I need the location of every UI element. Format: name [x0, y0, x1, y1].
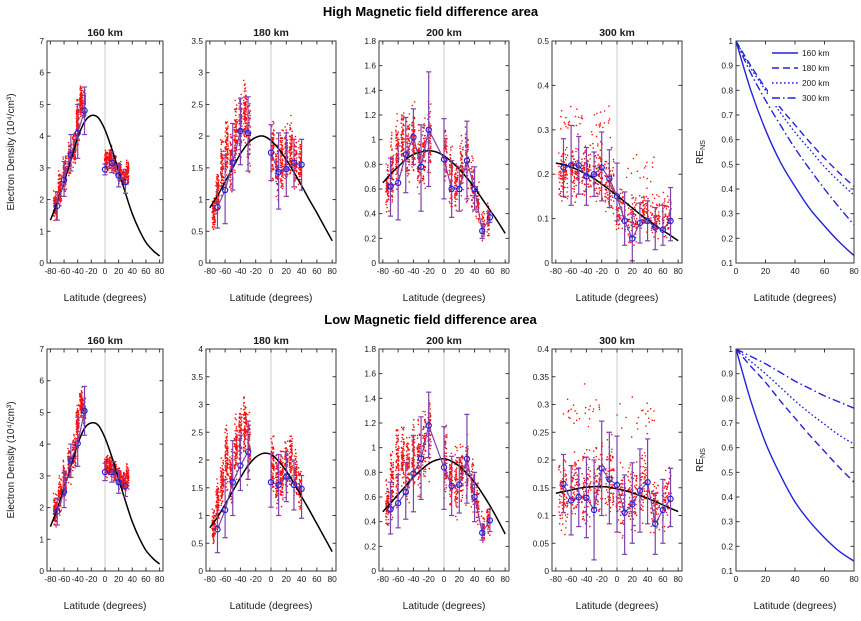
svg-text:3: 3	[198, 68, 203, 78]
svg-text:2.5: 2.5	[191, 99, 203, 109]
svg-text:1.6: 1.6	[364, 61, 376, 71]
figure-title-high: High Magnetic field difference area	[0, 0, 861, 25]
svg-text:60: 60	[485, 266, 495, 276]
panel-high-180km: -80-60-40 -20 0 20 40 60 80 0 0.5 1 1.5 2 2.5 3 3.5 180…	[170, 25, 343, 308]
svg-text:1: 1	[371, 135, 376, 145]
svg-text:1.5: 1.5	[191, 163, 203, 173]
svg-text:80: 80	[155, 266, 165, 276]
svg-text:1.4: 1.4	[364, 85, 376, 95]
svg-text:60: 60	[141, 266, 151, 276]
svg-text:60: 60	[658, 266, 668, 276]
svg-text:1: 1	[39, 226, 44, 236]
svg-text:0.8: 0.8	[364, 159, 376, 169]
svg-text:0.5: 0.5	[537, 36, 549, 46]
svg-text:40: 40	[297, 266, 307, 276]
svg-text:-40: -40	[407, 266, 419, 276]
svg-text:-80: -80	[44, 266, 56, 276]
svg-text:0: 0	[269, 266, 274, 276]
svg-text:200 km: 200 km	[426, 27, 462, 39]
svg-text:6: 6	[39, 68, 44, 78]
svg-text:-20: -20	[596, 266, 608, 276]
svg-text:0.2: 0.2	[364, 233, 376, 243]
svg-text:1: 1	[198, 195, 203, 205]
svg-text:-80: -80	[550, 266, 562, 276]
svg-text:80: 80	[501, 266, 511, 276]
svg-text:-20: -20	[250, 266, 262, 276]
svg-text:40: 40	[470, 266, 480, 276]
svg-text:-60: -60	[58, 266, 70, 276]
svg-text:-40: -40	[72, 266, 84, 276]
svg-text:0: 0	[103, 266, 108, 276]
svg-text:80: 80	[328, 266, 338, 276]
svg-text:0.6: 0.6	[364, 184, 376, 194]
svg-text:0.4: 0.4	[364, 209, 376, 219]
svg-text:160 km: 160 km	[87, 27, 123, 39]
svg-text:Latitude (degrees): Latitude (degrees)	[230, 293, 313, 304]
svg-text:20: 20	[455, 266, 465, 276]
figure-title-low: Low Magnetic field difference area	[0, 308, 861, 333]
svg-text:7: 7	[39, 36, 44, 46]
svg-text:-40: -40	[580, 266, 592, 276]
panel-high-300km: -80-60-40 -20 0 20 40 60 80 0 0.1 0.2 0.3 0.4 0.5 300…	[516, 25, 689, 308]
svg-text:0: 0	[615, 266, 620, 276]
svg-text:0: 0	[442, 266, 447, 276]
svg-text:2: 2	[198, 131, 203, 141]
svg-text:0: 0	[198, 258, 203, 268]
svg-text:20: 20	[114, 266, 124, 276]
svg-text:0.3: 0.3	[537, 125, 549, 135]
svg-text:0.4: 0.4	[537, 80, 549, 90]
svg-text:0.2: 0.2	[537, 169, 549, 179]
svg-text:1.2: 1.2	[364, 110, 376, 120]
svg-text:180 km: 180 km	[253, 27, 289, 39]
svg-text:300 km: 300 km	[599, 27, 635, 39]
svg-text:Latitude (degrees): Latitude (degrees)	[403, 293, 486, 304]
svg-text:0.5: 0.5	[191, 226, 203, 236]
svg-text:3.5: 3.5	[191, 36, 203, 46]
svg-text:Latitude (degrees): Latitude (degrees)	[64, 293, 147, 304]
panel-high-200km: -80-60-40 -20 0 20 40 60 80 0 0.2 0.4 0.6 0.8 1 1.2 1.…	[343, 25, 516, 308]
svg-text:1.8: 1.8	[364, 36, 376, 46]
svg-text:60: 60	[312, 266, 322, 276]
svg-text:-40: -40	[234, 266, 246, 276]
svg-text:-80: -80	[204, 266, 216, 276]
svg-text:3: 3	[39, 163, 44, 173]
svg-text:-60: -60	[565, 266, 577, 276]
svg-text:40: 40	[128, 266, 138, 276]
svg-text:0: 0	[39, 258, 44, 268]
svg-text:-60: -60	[219, 266, 231, 276]
svg-text:5: 5	[39, 99, 44, 109]
svg-text:Latitude (degrees): Latitude (degrees)	[576, 293, 659, 304]
svg-text:80: 80	[674, 266, 684, 276]
svg-text:-20: -20	[85, 266, 97, 276]
svg-text:20: 20	[282, 266, 292, 276]
svg-text:4: 4	[39, 131, 44, 141]
svg-text:-20: -20	[423, 266, 435, 276]
svg-text:-80: -80	[377, 266, 389, 276]
svg-text:-60: -60	[392, 266, 404, 276]
svg-text:0: 0	[371, 258, 376, 268]
svg-text:2: 2	[39, 195, 44, 205]
svg-text:0: 0	[544, 258, 549, 268]
svg-text:Electron Density (10⁴/cm³): Electron Density (10⁴/cm³)	[6, 93, 17, 210]
svg-text:0.1: 0.1	[537, 214, 549, 224]
svg-text:40: 40	[643, 266, 653, 276]
svg-text:20: 20	[628, 266, 638, 276]
